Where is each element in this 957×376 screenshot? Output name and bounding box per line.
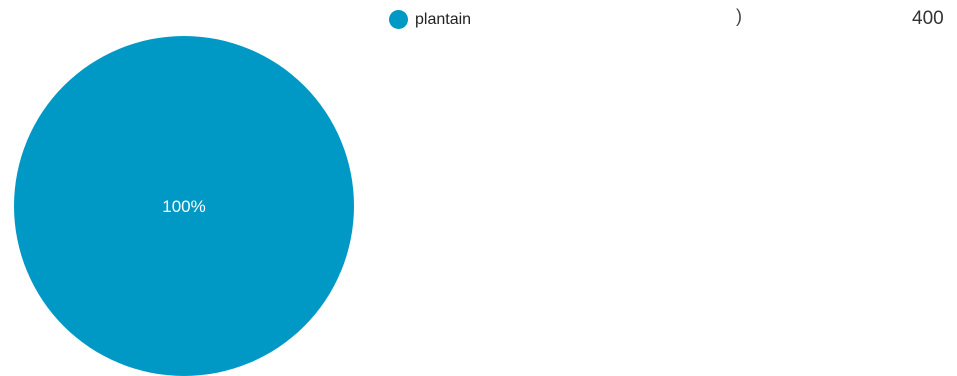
- top-value-label: 400: [912, 8, 944, 29]
- pie-slice-0: [14, 36, 354, 376]
- pie-slice-label-0: 100%: [162, 197, 205, 216]
- legend-label: plantain: [415, 10, 472, 28]
- stray-mark: ): [736, 6, 742, 26]
- legend: plantain: [389, 10, 471, 29]
- legend-swatch: [389, 10, 408, 29]
